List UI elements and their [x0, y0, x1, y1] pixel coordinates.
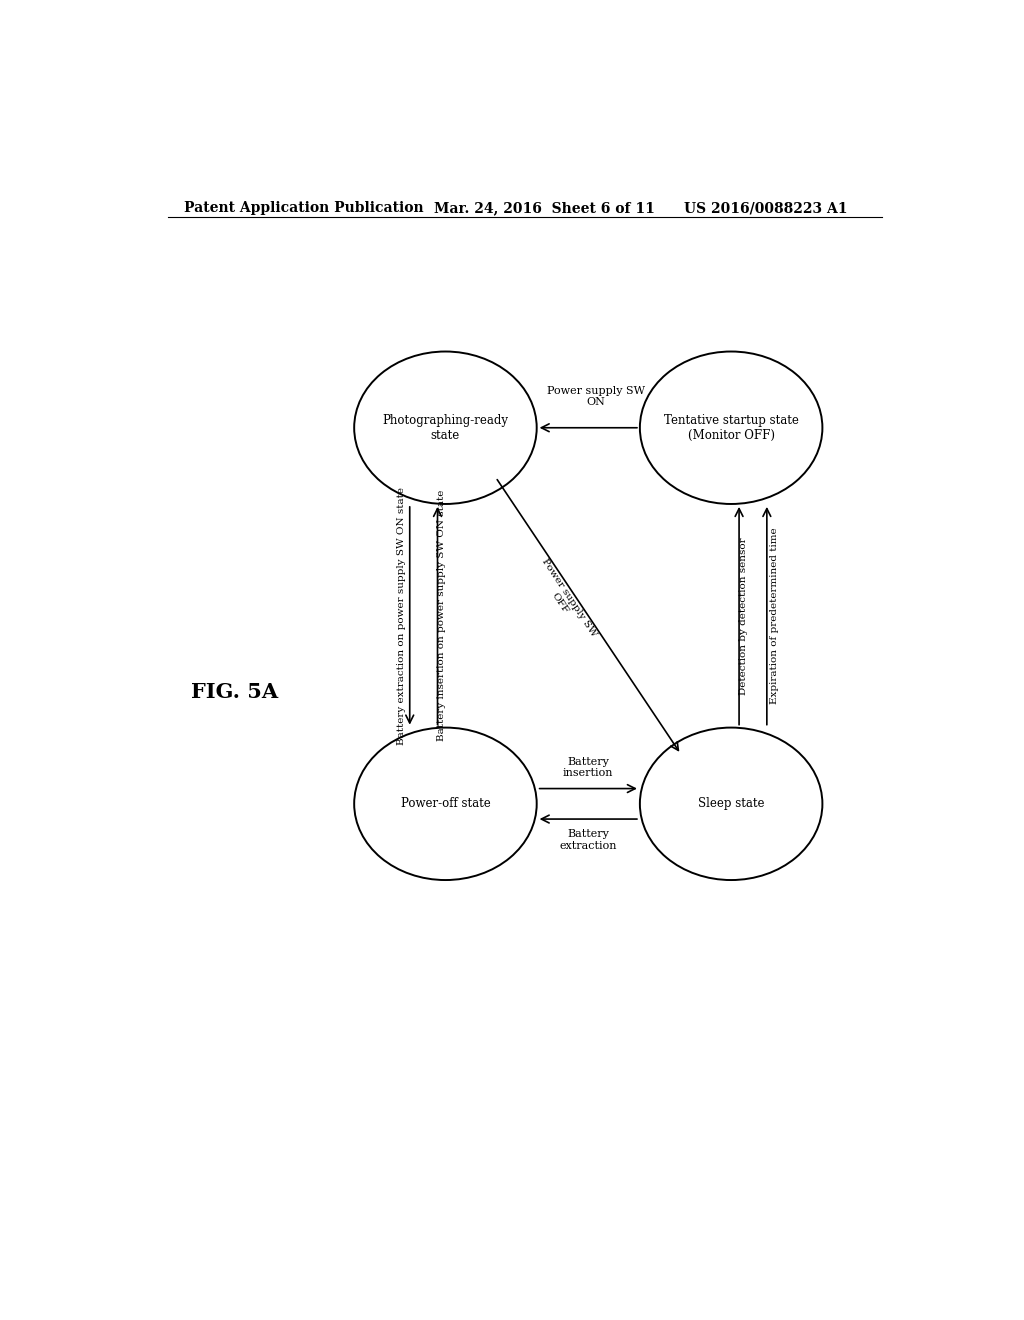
Text: Patent Application Publication: Patent Application Publication [183, 201, 423, 215]
Text: Battery
insertion: Battery insertion [563, 756, 613, 779]
Text: Power supply SW
ON: Power supply SW ON [547, 385, 645, 408]
Text: Battery insertion on power supply SW ON state: Battery insertion on power supply SW ON … [437, 490, 446, 742]
Text: Expiration of predetermined time: Expiration of predetermined time [770, 528, 779, 704]
Text: Battery
extraction: Battery extraction [559, 829, 617, 851]
Text: Battery extraction on power supply SW ON state: Battery extraction on power supply SW ON… [397, 487, 407, 744]
Text: Mar. 24, 2016  Sheet 6 of 11: Mar. 24, 2016 Sheet 6 of 11 [433, 201, 654, 215]
Text: US 2016/0088223 A1: US 2016/0088223 A1 [684, 201, 847, 215]
Text: Sleep state: Sleep state [698, 797, 764, 810]
Text: Power supply SW
OFF: Power supply SW OFF [531, 557, 598, 644]
Text: Tentative startup state
(Monitor OFF): Tentative startup state (Monitor OFF) [664, 413, 799, 442]
Text: FIG. 5A: FIG. 5A [191, 682, 279, 702]
Text: Photographing-ready
state: Photographing-ready state [382, 413, 509, 442]
Text: Power-off state: Power-off state [400, 797, 490, 810]
Text: Detection by detection sensor: Detection by detection sensor [738, 537, 748, 694]
